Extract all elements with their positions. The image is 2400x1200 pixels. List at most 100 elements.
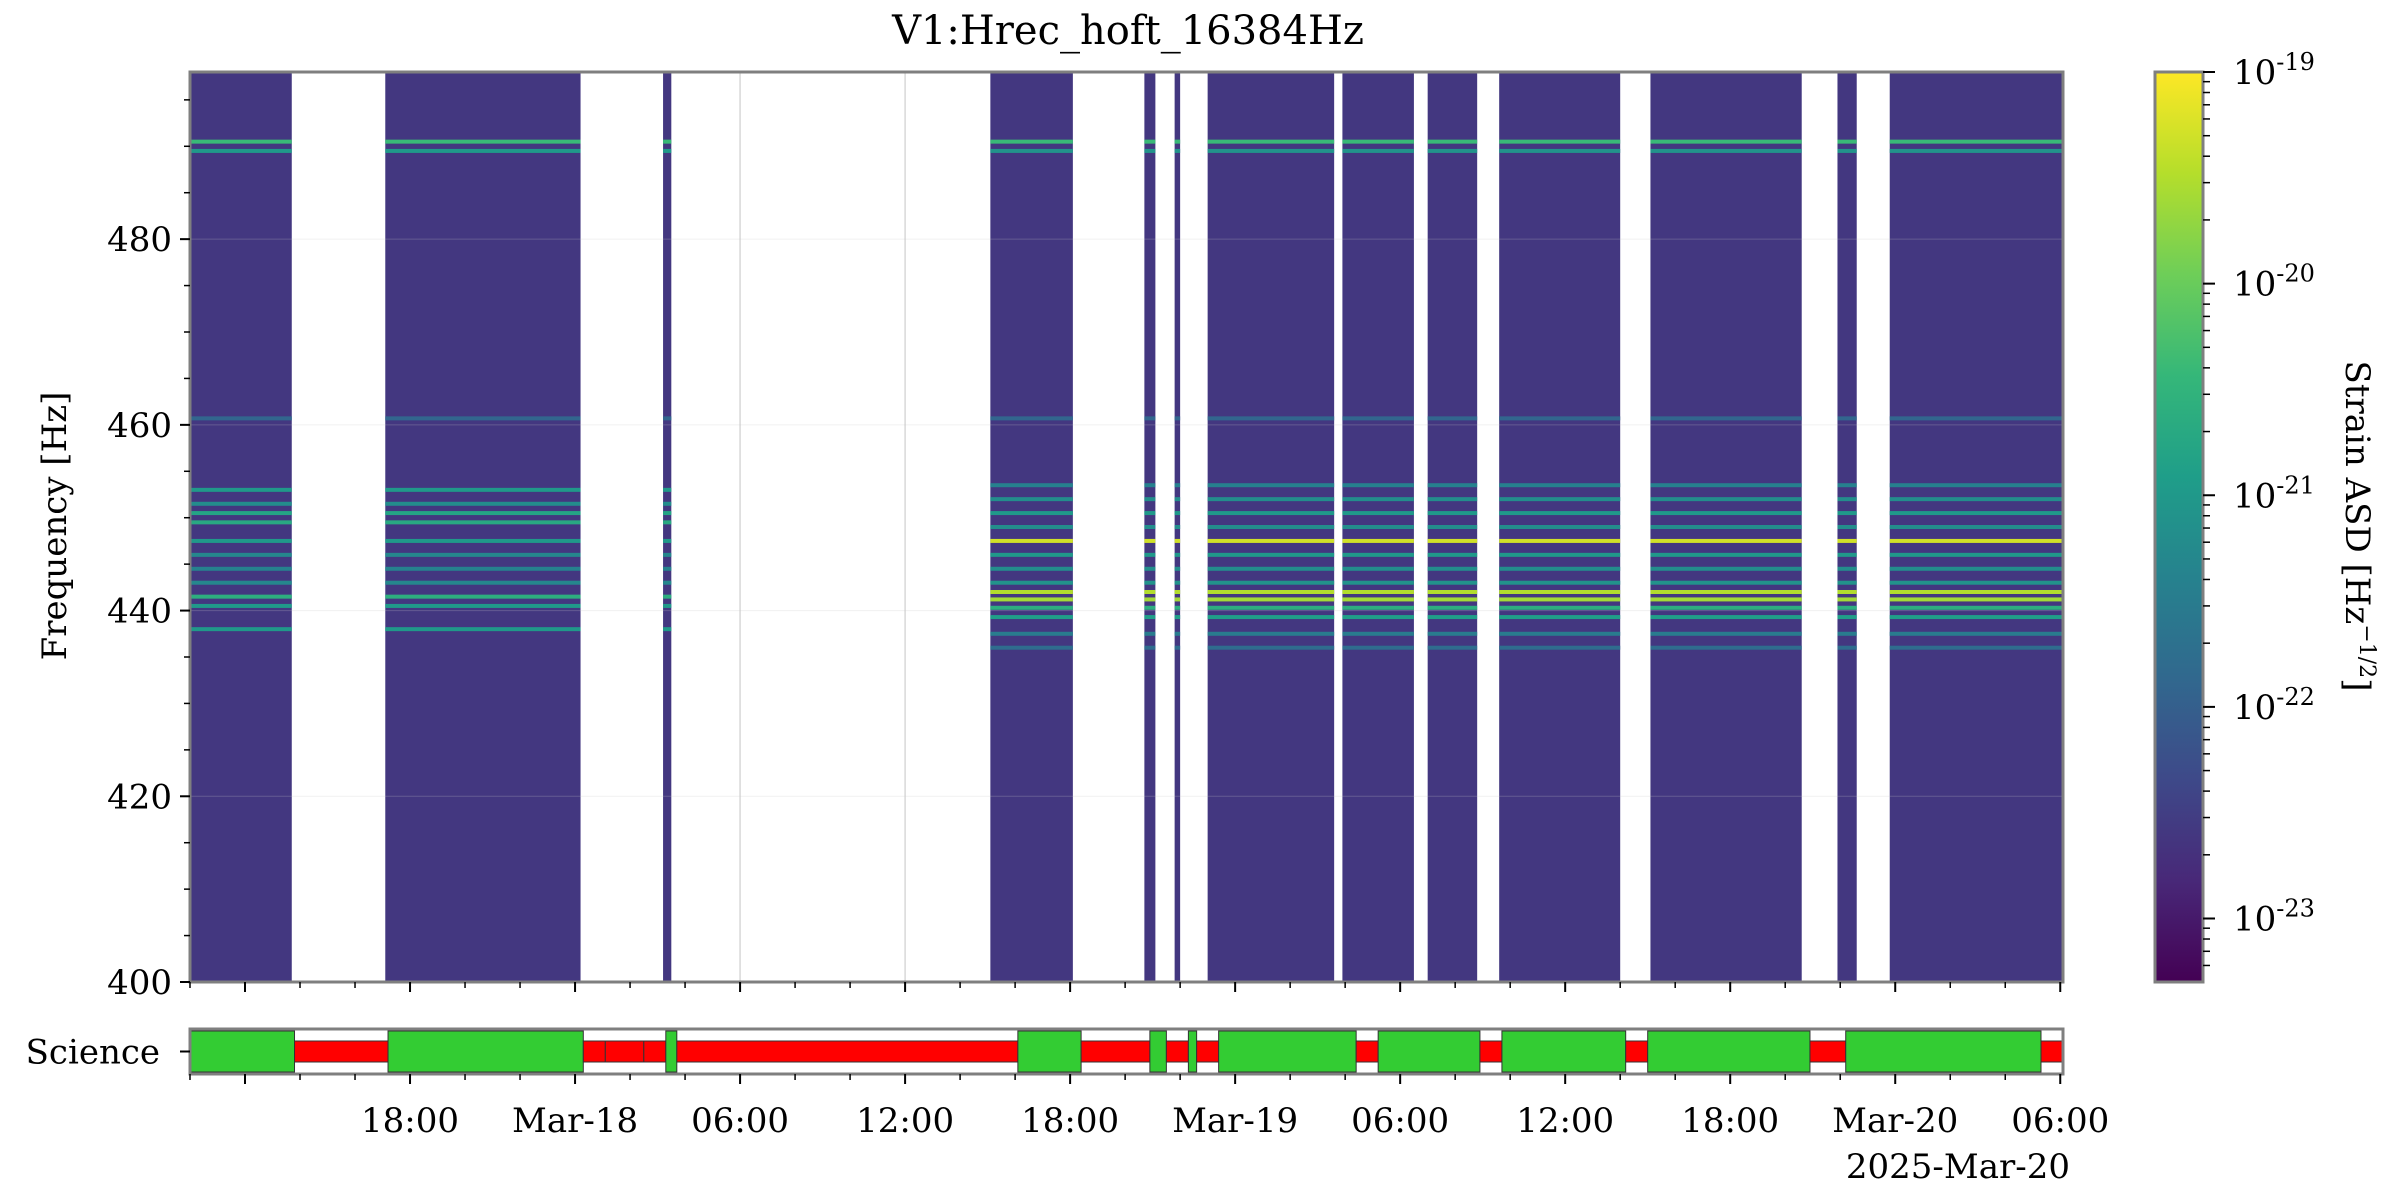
spectral-line <box>1499 590 1621 594</box>
science-segment-bar: Science 18:00 Mar-18 06:00 12:00 18:00 Mar-19 0… <box>26 1027 2109 1141</box>
spectral-line <box>1889 416 2063 421</box>
spectral-line <box>385 148 581 153</box>
spectral-line <box>1207 525 1335 529</box>
spectral-line <box>1342 566 1414 571</box>
spectral-line <box>663 594 672 599</box>
segment-inactive <box>1809 1040 1847 1063</box>
spectral-line <box>1342 525 1414 529</box>
x-tick-label: 06:00 <box>2011 1101 2109 1141</box>
spectral-line <box>1174 645 1181 650</box>
spectral-line <box>1174 605 1181 610</box>
spectral-line <box>1342 483 1414 488</box>
spectral-line <box>1174 483 1181 488</box>
spectral-line <box>1174 139 1181 144</box>
spectral-line <box>990 497 1073 502</box>
x-tick-label: 12:00 <box>856 1101 954 1141</box>
spectral-line <box>663 566 672 571</box>
spectral-line <box>1499 615 1621 620</box>
spectral-line <box>1650 597 1802 602</box>
spectral-line <box>1174 497 1181 502</box>
spectral-line <box>1889 605 2063 610</box>
spectral-line <box>1650 497 1802 502</box>
segment-inactive <box>676 1040 1019 1063</box>
spectral-line <box>1499 497 1621 502</box>
spectral-line <box>990 590 1073 594</box>
spectral-line <box>990 597 1073 602</box>
spectral-line <box>990 511 1073 516</box>
segment-active <box>1149 1030 1167 1073</box>
colorbar-tick-label: 10-22 <box>2233 683 2315 728</box>
spectral-line <box>1207 615 1335 620</box>
spectral-line <box>1650 139 1802 144</box>
spectral-line <box>190 538 292 543</box>
spectral-line <box>1837 566 1857 571</box>
spectral-line <box>1144 483 1156 488</box>
spectral-line <box>990 139 1073 144</box>
colorbar-label: Strain ASD [Hz−1/2] <box>2337 361 2379 692</box>
spectral-line <box>1207 497 1335 502</box>
spectral-line <box>990 148 1073 153</box>
spectral-line <box>1144 597 1156 602</box>
spectral-line <box>1499 631 1621 636</box>
spectral-line <box>1889 148 2063 153</box>
spectral-line <box>990 580 1073 585</box>
spectral-line <box>1499 605 1621 610</box>
spectral-line <box>1427 525 1478 529</box>
x-tick-label: 06:00 <box>691 1101 789 1141</box>
spectral-line <box>385 627 581 632</box>
spectral-line <box>1207 148 1335 153</box>
spectral-line <box>1499 511 1621 516</box>
spectral-line <box>1174 580 1181 585</box>
spectral-line <box>1342 511 1414 516</box>
segment-active <box>1218 1030 1357 1073</box>
segment-active <box>1501 1030 1627 1073</box>
spectral-line <box>1650 525 1802 529</box>
spectral-line <box>1889 552 2063 557</box>
spectral-line <box>1174 538 1181 543</box>
spectral-line <box>663 627 672 632</box>
spectral-line <box>1207 566 1335 571</box>
spectral-line <box>1207 590 1335 594</box>
spectral-line <box>1144 615 1156 620</box>
spectral-line <box>1174 590 1181 594</box>
spectral-line <box>1650 511 1802 516</box>
segment-active <box>1647 1030 1811 1073</box>
spectral-line <box>190 580 292 585</box>
spectral-line <box>1174 416 1181 421</box>
segment-inactive <box>604 1040 645 1063</box>
spectral-line <box>990 615 1073 620</box>
x-tick-label: 12:00 <box>1516 1101 1614 1141</box>
spectral-line <box>1427 605 1478 610</box>
x-tick-label: Mar-19 <box>1172 1101 1298 1141</box>
spectral-line <box>663 148 672 153</box>
spectral-line <box>1837 525 1857 529</box>
segment-active <box>1017 1030 1082 1073</box>
y-tick-label: 460 <box>107 406 172 446</box>
spectral-line <box>663 416 672 421</box>
spectral-line <box>990 605 1073 610</box>
spectral-line <box>1650 645 1802 650</box>
spectral-line <box>1889 566 2063 571</box>
spectral-line <box>190 566 292 571</box>
spectral-line <box>385 603 581 608</box>
spectral-line <box>1499 416 1621 421</box>
y-tick-label: 420 <box>107 777 172 817</box>
segment-active <box>1187 1030 1198 1073</box>
spectral-line <box>1174 631 1181 636</box>
spectral-line <box>1427 552 1478 557</box>
spectral-line <box>663 501 672 506</box>
spectral-line <box>1427 139 1478 144</box>
spectral-line <box>1650 615 1802 620</box>
spectral-line <box>1207 631 1335 636</box>
segment-inactive <box>1080 1040 1151 1063</box>
data-segment <box>190 72 292 982</box>
spectral-line <box>1207 645 1335 650</box>
spectral-line <box>1342 597 1414 602</box>
segment-bar-label: Science <box>26 1033 160 1073</box>
spectral-line <box>190 139 292 144</box>
spectral-line <box>1427 631 1478 636</box>
chart-title: V1:Hrec_hoft_16384Hz <box>891 8 1364 54</box>
colorbar-tick-label: 10-20 <box>2233 260 2315 305</box>
spectral-line <box>1650 552 1802 557</box>
